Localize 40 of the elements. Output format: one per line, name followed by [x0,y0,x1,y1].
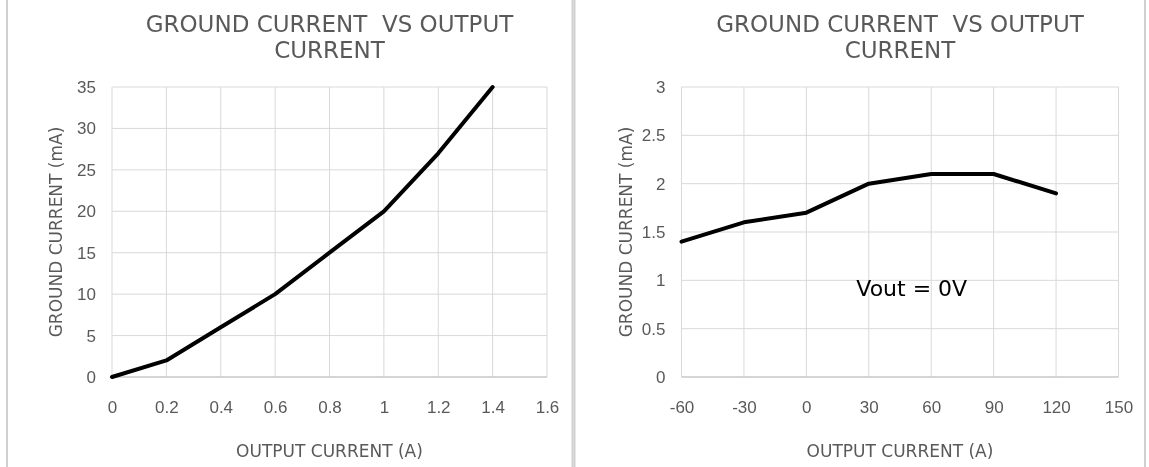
x-tick-label: 120 [1042,398,1071,418]
y-tick-label: 20 [77,202,96,222]
x-tick-label: 1 [379,398,390,418]
y-axis-title: GROUND CURRENT (mA) [615,126,636,338]
y-axis-title: GROUND CURRENT (mA) [46,126,66,338]
x-axis-title: OUTPUT CURRENT (A) [236,441,423,461]
x-tick-label: 150 [1104,398,1134,418]
annotation: Vout = 0V [856,275,968,301]
y-tick-label: 0 [86,367,96,387]
x-tick-label: 0 [107,398,118,418]
x-tick-label: 1.2 [426,398,451,418]
x-tick-label: -30 [732,398,757,418]
y-tick-label: 3 [656,77,666,97]
y-tick-label: 25 [77,160,96,180]
y-tick-label: 30 [77,119,96,139]
y-tick-label: 0.5 [641,319,666,339]
x-tick-label: 0 [802,398,812,418]
y-tick-label: 10 [77,285,96,305]
y-tick-label: 2 [656,174,666,194]
x-tick-label: 30 [859,398,879,418]
x-tick-label: 60 [922,398,942,418]
y-tick-label: 5 [86,326,96,346]
chart-title: GROUND CURRENT VS OUTPUT CURRENT [145,11,515,64]
y-tick-label: 15 [77,243,96,263]
line-series [679,172,1059,244]
x-tick-label: 1.6 [535,398,560,418]
y-tick-label: 1.5 [641,222,666,242]
y-tick-label: 0 [656,367,666,387]
y-tick-label: 2.5 [641,126,666,146]
y-tick-label: 35 [77,77,96,97]
y-tick-label: 1 [656,271,666,291]
x-tick-label: -60 [669,398,695,418]
x-tick-label: 0.2 [155,398,179,418]
x-tick-label: 0.6 [263,398,288,418]
x-tick-label: 1.4 [481,398,505,418]
x-tick-label: 0.4 [209,398,234,418]
x-tick-label: 90 [984,398,1004,418]
x-axis-title: OUTPUT CURRENT (A) [806,441,994,461]
chart-title: GROUND CURRENT VS OUTPUT CURRENT [716,11,1085,64]
x-tick-label: 0.8 [318,398,342,418]
